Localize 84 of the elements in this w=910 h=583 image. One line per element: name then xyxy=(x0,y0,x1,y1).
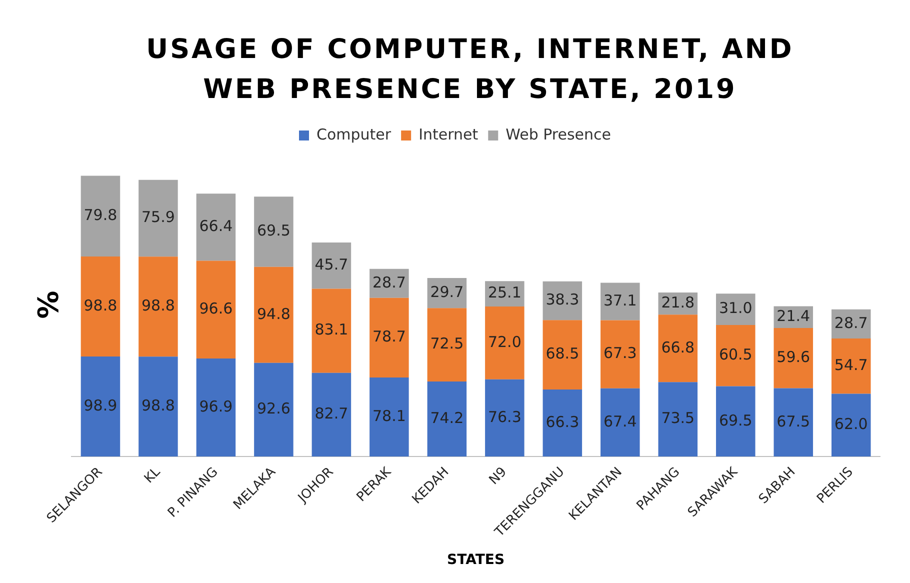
data-label: 31.0 xyxy=(718,299,752,318)
data-label: 67.5 xyxy=(776,412,810,430)
bar xyxy=(196,260,236,358)
bar xyxy=(716,294,756,326)
data-label: 75.9 xyxy=(142,208,175,226)
bar xyxy=(658,382,698,457)
bar xyxy=(138,256,178,357)
data-label: 66.4 xyxy=(199,217,233,236)
data-label: 21.8 xyxy=(661,293,695,312)
data-label: 76.3 xyxy=(488,408,522,426)
legend-label: Computer xyxy=(316,125,392,144)
data-label: 79.8 xyxy=(84,206,118,224)
data-label: 66.3 xyxy=(546,412,580,431)
bar xyxy=(427,381,467,457)
bar xyxy=(774,388,814,457)
data-label: 73.5 xyxy=(661,409,695,428)
data-label: 25.1 xyxy=(488,284,522,302)
bar xyxy=(542,389,582,457)
data-label: 96.6 xyxy=(199,300,233,318)
bar xyxy=(254,196,294,267)
bar xyxy=(831,338,871,394)
data-label: 98.9 xyxy=(84,396,118,414)
bar xyxy=(600,320,640,388)
data-label: 45.7 xyxy=(314,256,348,274)
legend-label: Internet xyxy=(418,125,478,144)
data-label: 68.5 xyxy=(546,344,580,363)
bar xyxy=(831,394,871,457)
data-label: 92.6 xyxy=(256,400,290,418)
bar xyxy=(196,194,236,261)
bar xyxy=(485,306,524,380)
bar xyxy=(716,386,756,457)
data-label: 83.1 xyxy=(314,320,348,339)
data-label: 98.8 xyxy=(142,396,175,414)
bar xyxy=(254,266,294,363)
bar xyxy=(80,356,120,457)
bar xyxy=(427,308,467,382)
bar xyxy=(370,378,409,457)
data-label: 78.1 xyxy=(372,406,406,425)
chart-title: USAGE OF COMPUTER, INTERNET, AND WEB PRESENCE BY STATE, 2019 xyxy=(145,33,795,107)
data-label: 60.5 xyxy=(718,346,752,364)
data-label: 29.7 xyxy=(430,282,464,301)
data-label: 78.7 xyxy=(372,328,406,346)
bar xyxy=(312,242,352,289)
data-label: 67.4 xyxy=(603,412,637,430)
bar xyxy=(600,282,640,320)
data-label: 96.9 xyxy=(199,397,233,416)
data-label: 38.3 xyxy=(546,290,580,309)
data-label: 37.1 xyxy=(603,291,637,310)
data-label: 62.0 xyxy=(834,415,868,434)
data-label: 28.7 xyxy=(834,314,868,332)
data-label: 21.4 xyxy=(776,307,810,325)
bar xyxy=(312,288,352,373)
bar xyxy=(485,379,524,457)
data-label: 82.7 xyxy=(314,404,348,423)
bar xyxy=(138,356,178,457)
bar xyxy=(138,180,178,257)
bar xyxy=(542,320,582,390)
data-label: 69.5 xyxy=(256,222,290,240)
bar xyxy=(716,325,756,386)
legend-label: Web Presence xyxy=(506,125,611,144)
data-label: 69.5 xyxy=(718,411,752,430)
data-label: 72.5 xyxy=(430,334,464,353)
data-label: 54.7 xyxy=(834,356,868,374)
bar xyxy=(600,388,640,457)
bar xyxy=(658,314,698,382)
x-axis-title: STATES xyxy=(447,552,505,568)
data-label: 98.8 xyxy=(142,296,175,314)
bar xyxy=(80,176,120,257)
bar xyxy=(80,256,120,356)
bar xyxy=(312,372,352,457)
data-label: 67.3 xyxy=(603,344,637,362)
bar xyxy=(774,328,814,388)
data-label: 98.8 xyxy=(84,296,118,314)
data-label: 74.2 xyxy=(430,408,464,427)
data-label: 66.8 xyxy=(661,338,695,356)
data-label: 28.7 xyxy=(372,273,406,292)
bar xyxy=(196,358,236,457)
bar xyxy=(254,362,294,457)
x-tick-label: KL xyxy=(142,464,164,486)
y-axis-title: % xyxy=(32,290,66,319)
data-label: 94.8 xyxy=(256,304,290,323)
bar xyxy=(370,298,409,378)
data-label: 72.0 xyxy=(488,332,522,351)
data-label: 59.6 xyxy=(776,348,810,366)
